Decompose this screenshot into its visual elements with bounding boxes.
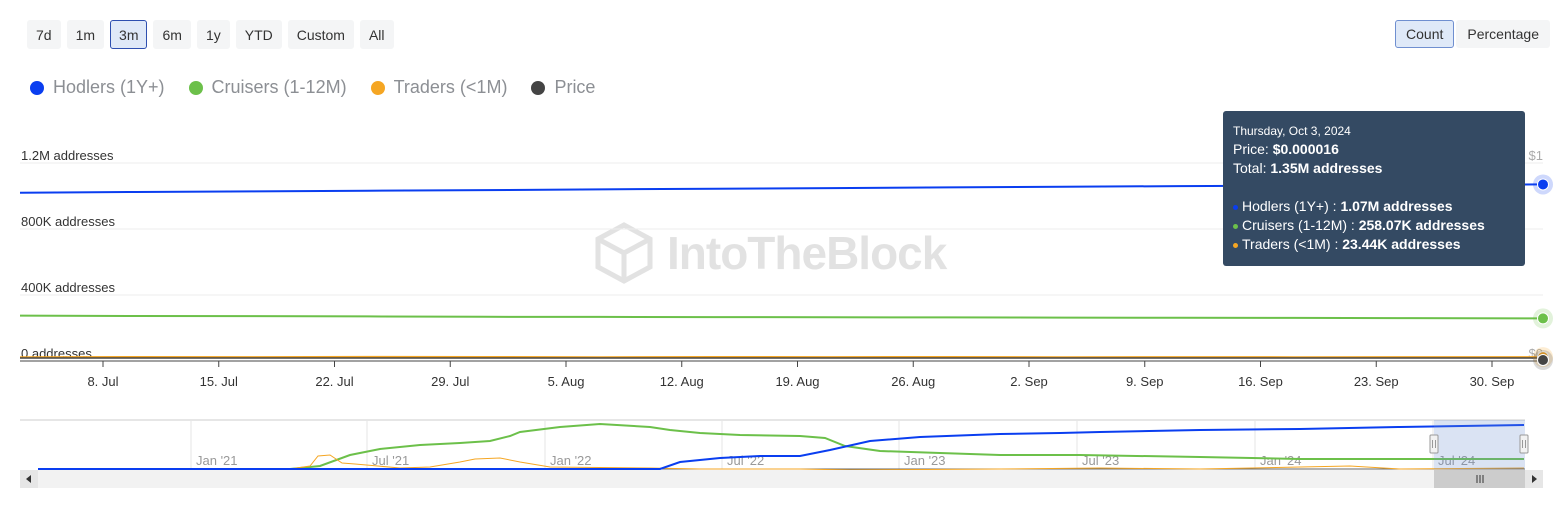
navigator-left-handle[interactable] <box>1429 434 1439 454</box>
chart-tooltip: Thursday, Oct 3, 2024 Price: $0.000016 T… <box>1223 111 1525 266</box>
tooltip-row-traders-1m: Traders (<1M) : 23.44K addresses <box>1233 235 1515 254</box>
x-axis-label: 12. Aug <box>660 374 704 389</box>
legend-item-cruisers-1-12m[interactable]: Cruisers (1-12M) <box>188 77 347 98</box>
watermark-text: IntoTheBlock <box>667 227 947 279</box>
legend-label: Hodlers (1Y+) <box>53 77 165 97</box>
arrow-left-icon <box>26 475 31 483</box>
intotheblock-logo-icon <box>595 222 653 284</box>
range-button-custom[interactable]: Custom <box>287 20 354 49</box>
legend-marker-icon <box>30 80 44 95</box>
navigator-axis-label: Jan '21 <box>196 453 238 468</box>
tooltip-price-label: Price: <box>1233 141 1269 157</box>
navigator-axis-label: Jul '23 <box>1082 453 1119 468</box>
tooltip-date: Thursday, Oct 3, 2024 <box>1233 124 1351 138</box>
tooltip-total: Total: 1.35M addresses <box>1233 159 1515 178</box>
y-axis-label: 800K addresses <box>21 214 115 229</box>
navigator-axis-label: Jul '21 <box>372 453 409 468</box>
x-axis-label: 8. Jul <box>87 374 118 389</box>
tooltip-marker-icon <box>1233 204 1238 210</box>
legend-item-hodlers-1y[interactable]: Hodlers (1Y+) <box>30 77 165 98</box>
tooltip-marker-icon <box>1233 242 1238 248</box>
navigator-right-handle[interactable] <box>1519 434 1529 454</box>
hover-point-hodlers-1y[interactable] <box>1537 178 1549 191</box>
x-axis-label: 30. Sep <box>1470 374 1515 389</box>
range-button-1y[interactable]: 1y <box>196 20 230 49</box>
tooltip-rows: Hodlers (1Y+) : 1.07M addresses Cruisers … <box>1233 197 1515 254</box>
legend-marker-icon <box>370 80 385 95</box>
legend-marker-icon <box>188 80 203 95</box>
hover-point-price[interactable] <box>1537 354 1549 366</box>
x-axis-label: 19. Aug <box>775 374 819 389</box>
tooltip-price-value: $0.000016 <box>1272 141 1339 157</box>
display-mode-selector: Count Percentage <box>1395 20 1550 48</box>
tooltip-row-value: 23.44K addresses <box>1342 236 1461 252</box>
series-line-cruisers-1-12m[interactable] <box>19 314 1544 320</box>
legend-label: Cruisers (1-12M) <box>211 77 347 97</box>
range-button-6m[interactable]: 6m <box>153 20 191 49</box>
x-axis-label: 29. Jul <box>431 374 469 389</box>
navigator-axis-label: Jul '24 <box>1438 453 1475 468</box>
x-axis-label: 23. Sep <box>1354 374 1399 389</box>
tooltip-row-label: Hodlers (1Y+) : <box>1242 198 1341 214</box>
range-button-ytd[interactable]: YTD <box>235 20 282 49</box>
x-axis-label: 5. Aug <box>548 374 585 389</box>
tooltip-total-value: 1.35M addresses <box>1270 160 1383 176</box>
navigator-line-hodlers <box>38 424 1525 470</box>
legend-item-price[interactable]: Price <box>531 77 595 98</box>
tooltip-row-label: Traders (<1M) : <box>1242 236 1343 252</box>
time-range-selector: 7d 1m 3m 6m 1y YTD Custom All <box>27 20 394 49</box>
mode-button-percentage[interactable]: Percentage <box>1456 20 1550 48</box>
x-axis-label: 9. Sep <box>1126 374 1164 389</box>
handle-grip[interactable] <box>1429 434 1439 454</box>
range-button-all[interactable]: All <box>359 20 394 49</box>
x-axis-label: 22. Jul <box>315 374 353 389</box>
legend-marker-icon <box>531 80 546 95</box>
mode-button-count[interactable]: Count <box>1395 20 1455 48</box>
range-button-3m[interactable]: 3m <box>110 20 148 49</box>
hover-point-cruisers-1-12m[interactable] <box>1537 312 1549 325</box>
y-axis-label: 400K addresses <box>21 280 115 295</box>
tooltip-row-hodlers-1y: Hodlers (1Y+) : 1.07M addresses <box>1233 197 1515 216</box>
legend-label: Traders (<1M) <box>393 77 508 97</box>
tooltip-row-value: 258.07K addresses <box>1358 217 1485 233</box>
tooltip-row-cruisers-1-12m: Cruisers (1-12M) : 258.07K addresses <box>1233 216 1515 235</box>
navigator-axis-label: Jan '24 <box>1260 453 1302 468</box>
tooltip-row-label: Cruisers (1-12M) : <box>1242 217 1359 233</box>
tooltip-price: Price: $0.000016 <box>1233 140 1515 159</box>
scrollbar-track[interactable] <box>20 470 1543 488</box>
x-axis-label: 2. Sep <box>1010 374 1048 389</box>
range-button-1m[interactable]: 1m <box>66 20 105 49</box>
arrow-right-icon <box>1532 475 1537 483</box>
right-axis-label: $1 <box>1529 148 1543 163</box>
range-button-7d[interactable]: 7d <box>27 20 61 49</box>
x-axis-label: 16. Sep <box>1238 374 1283 389</box>
x-axis-label: 15. Jul <box>200 374 238 389</box>
legend-label: Price <box>554 77 596 97</box>
navigator-line-traders <box>38 454 1525 471</box>
legend-item-traders-1m[interactable]: Traders (<1M) <box>370 77 508 98</box>
watermark: IntoTheBlock <box>593 222 947 284</box>
tooltip-row-value: 1.07M addresses <box>1340 198 1453 214</box>
navigator-axis-label: Jan '22 <box>550 453 592 468</box>
chart-legend: Hodlers (1Y+) Cruisers (1-12M) Traders (<1… <box>30 77 595 98</box>
navigator-axis-label: Jan '23 <box>904 453 946 468</box>
tooltip-marker-icon <box>1233 223 1238 229</box>
x-axis-label: 26. Aug <box>891 374 935 389</box>
y-axis-label: 1.2M addresses <box>21 148 114 163</box>
navigator-line-cruisers <box>38 422 1524 470</box>
tooltip-total-label: Total: <box>1233 160 1267 176</box>
navigator-selection[interactable] <box>1434 420 1525 469</box>
handle-grip[interactable] <box>1519 434 1529 454</box>
